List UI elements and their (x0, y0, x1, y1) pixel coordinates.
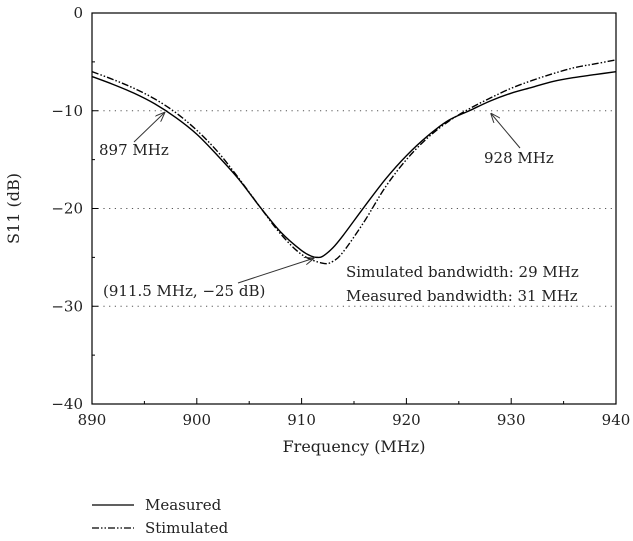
annotation-arrow-minimum (237, 258, 313, 284)
series-line-stimulated (91, 59, 617, 265)
y-axis-label: S11 (dB) (4, 173, 23, 244)
legend-label-measured: Measured (145, 496, 222, 514)
annotation-928-mhz: 928 MHz (484, 149, 554, 167)
y-tick-label: −10 (51, 102, 83, 120)
annotation-897-mhz: 897 MHz (99, 141, 169, 159)
annotation-simulated-bandwidth: Simulated bandwidth: 29 MHz (346, 263, 579, 281)
axis-ticks: 890 900 910 920 930 940 0 −10 −20 −30 −40 (51, 4, 630, 429)
annotation-minimum-point: (911.5 MHz, −25 dB) (103, 282, 265, 300)
y-tick-label: 0 (73, 4, 83, 22)
x-tick-label: 940 (602, 411, 631, 429)
x-axis-label: Frequency (MHz) (283, 437, 426, 456)
annotations: 897 MHz 928 MHz (911.5 MHz, −25 dB) Simu… (99, 113, 579, 305)
y-tick-label: −30 (51, 297, 83, 315)
x-tick-label: 930 (497, 411, 526, 429)
series-layer (91, 59, 617, 265)
annotation-measured-bandwidth: Measured bandwidth: 31 MHz (346, 287, 578, 305)
x-tick-label: 890 (78, 411, 107, 429)
x-tick-label: 920 (392, 411, 421, 429)
annotation-arrow-897 (133, 113, 164, 143)
x-tick-label: 910 (287, 411, 316, 429)
series-line-measured (91, 70, 617, 259)
y-tick-label: −20 (51, 200, 83, 218)
legend: Measured Stimulated (92, 496, 229, 537)
y-tick-label: −40 (51, 395, 83, 413)
x-tick-label: 900 (182, 411, 211, 429)
legend-label-stimulated: Stimulated (145, 519, 229, 537)
annotation-arrow-928 (491, 114, 521, 149)
